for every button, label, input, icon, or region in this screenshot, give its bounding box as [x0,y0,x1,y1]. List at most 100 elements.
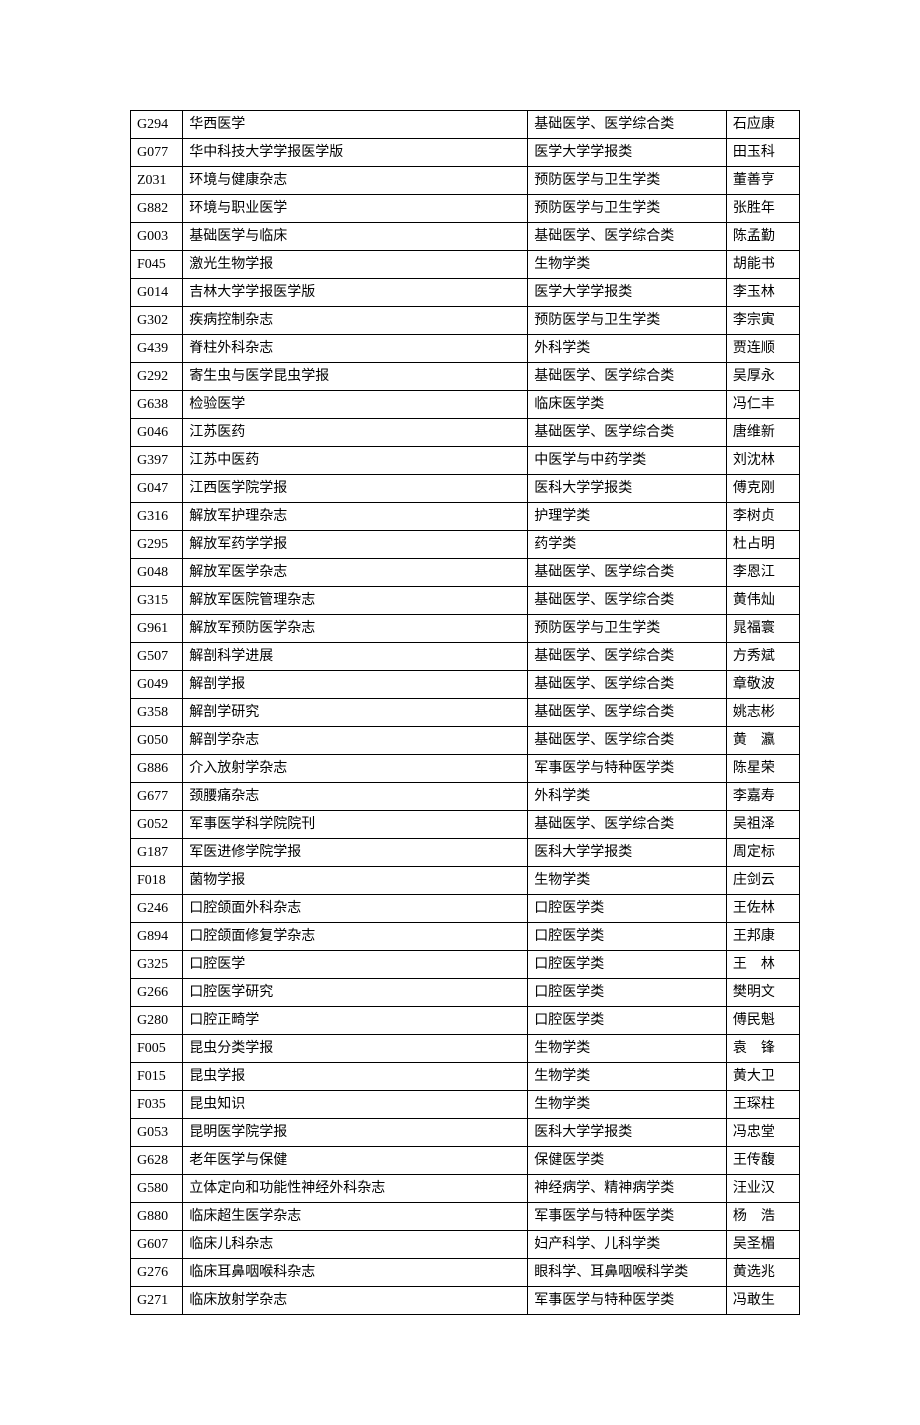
category-cell: 医学大学学报类 [528,139,727,167]
table-row: G187军医进修学院学报医科大学学报类周定标 [131,839,800,867]
table-row: G292寄生虫与医学昆虫学报基础医学、医学综合类吴厚永 [131,363,800,391]
editor-cell: 黄大卫 [726,1063,799,1091]
title-cell: 解放军医学杂志 [183,559,528,587]
title-cell: 临床耳鼻咽喉科杂志 [183,1259,528,1287]
table-row: G677颈腰痛杂志外科学类李嘉寿 [131,783,800,811]
page-container: G294华西医学基础医学、医学综合类石应康G077华中科技大学学报医学版医学大学… [0,0,920,1425]
category-cell: 医科大学学报类 [528,1119,727,1147]
title-cell: 环境与健康杂志 [183,167,528,195]
table-row: F015昆虫学报生物学类黄大卫 [131,1063,800,1091]
editor-cell: 樊明文 [726,979,799,1007]
category-cell: 临床医学类 [528,391,727,419]
category-cell: 预防医学与卫生学类 [528,615,727,643]
table-row: G050解剖学杂志基础医学、医学综合类黄 瀛 [131,727,800,755]
editor-cell: 李玉林 [726,279,799,307]
editor-cell: 陈星荣 [726,755,799,783]
category-cell: 生物学类 [528,1063,727,1091]
table-row: G280口腔正畸学口腔医学类傅民魁 [131,1007,800,1035]
code-cell: G049 [131,671,183,699]
table-row: G049解剖学报基础医学、医学综合类章敬波 [131,671,800,699]
table-row: G880临床超生医学杂志军事医学与特种医学类杨 浩 [131,1203,800,1231]
code-cell: G280 [131,1007,183,1035]
title-cell: 菌物学报 [183,867,528,895]
table-row: G886介入放射学杂志军事医学与特种医学类陈星荣 [131,755,800,783]
category-cell: 基础医学、医学综合类 [528,811,727,839]
editor-cell: 李恩江 [726,559,799,587]
editor-cell: 陈孟勤 [726,223,799,251]
category-cell: 军事医学与特种医学类 [528,1287,727,1315]
editor-cell: 杨 浩 [726,1203,799,1231]
table-row: G894口腔颌面修复学杂志口腔医学类王邦康 [131,923,800,951]
title-cell: 解放军预防医学杂志 [183,615,528,643]
code-cell: G046 [131,419,183,447]
table-row: F005昆虫分类学报生物学类袁 锋 [131,1035,800,1063]
category-cell: 基础医学、医学综合类 [528,559,727,587]
title-cell: 军事医学科学院院刊 [183,811,528,839]
table-row: F035昆虫知识生物学类王琛柱 [131,1091,800,1119]
title-cell: 检验医学 [183,391,528,419]
editor-cell: 方秀斌 [726,643,799,671]
editor-cell: 汪业汉 [726,1175,799,1203]
title-cell: 口腔医学 [183,951,528,979]
editor-cell: 冯敢生 [726,1287,799,1315]
editor-cell: 傅克刚 [726,475,799,503]
table-row: G397江苏中医药中医学与中药学类刘沈林 [131,447,800,475]
title-cell: 华西医学 [183,111,528,139]
category-cell: 护理学类 [528,503,727,531]
category-cell: 药学类 [528,531,727,559]
category-cell: 基础医学、医学综合类 [528,727,727,755]
code-cell: F005 [131,1035,183,1063]
editor-cell: 黄选兆 [726,1259,799,1287]
editor-cell: 唐维新 [726,419,799,447]
code-cell: G961 [131,615,183,643]
title-cell: 口腔医学研究 [183,979,528,1007]
table-row: G246口腔颌面外科杂志口腔医学类王佐林 [131,895,800,923]
editor-cell: 黄 瀛 [726,727,799,755]
code-cell: G052 [131,811,183,839]
code-cell: G295 [131,531,183,559]
table-row: G294华西医学基础医学、医学综合类石应康 [131,111,800,139]
title-cell: 临床放射学杂志 [183,1287,528,1315]
editor-cell: 王 林 [726,951,799,979]
category-cell: 口腔医学类 [528,951,727,979]
editor-cell: 贾连顺 [726,335,799,363]
title-cell: 昆虫学报 [183,1063,528,1091]
category-cell: 保健医学类 [528,1147,727,1175]
category-cell: 生物学类 [528,1091,727,1119]
table-row: G271临床放射学杂志军事医学与特种医学类冯敢生 [131,1287,800,1315]
category-cell: 基础医学、医学综合类 [528,587,727,615]
table-row: F018菌物学报生物学类庄剑云 [131,867,800,895]
editor-cell: 黄伟灿 [726,587,799,615]
table-row: G077华中科技大学学报医学版医学大学学报类田玉科 [131,139,800,167]
title-cell: 昆虫知识 [183,1091,528,1119]
title-cell: 激光生物学报 [183,251,528,279]
table-row: G295解放军药学学报药学类杜占明 [131,531,800,559]
title-cell: 解放军药学学报 [183,531,528,559]
category-cell: 基础医学、医学综合类 [528,419,727,447]
table-row: G266口腔医学研究口腔医学类樊明文 [131,979,800,1007]
title-cell: 解剖科学进展 [183,643,528,671]
table-row: G358解剖学研究基础医学、医学综合类姚志彬 [131,699,800,727]
table-row: G047江西医学院学报医科大学学报类傅克刚 [131,475,800,503]
table-row: G507解剖科学进展基础医学、医学综合类方秀斌 [131,643,800,671]
editor-cell: 吴厚永 [726,363,799,391]
code-cell: G886 [131,755,183,783]
code-cell: G882 [131,195,183,223]
code-cell: F035 [131,1091,183,1119]
table-row: G053昆明医学院学报医科大学学报类冯忠堂 [131,1119,800,1147]
category-cell: 眼科学、耳鼻咽喉科学类 [528,1259,727,1287]
code-cell: G246 [131,895,183,923]
title-cell: 疾病控制杂志 [183,307,528,335]
editor-cell: 姚志彬 [726,699,799,727]
code-cell: G628 [131,1147,183,1175]
category-cell: 医科大学学报类 [528,839,727,867]
title-cell: 吉林大学学报医学版 [183,279,528,307]
title-cell: 解剖学研究 [183,699,528,727]
table-body: G294华西医学基础医学、医学综合类石应康G077华中科技大学学报医学版医学大学… [131,111,800,1315]
table-row: G014吉林大学学报医学版医学大学学报类李玉林 [131,279,800,307]
table-row: G439脊柱外科杂志外科学类贾连顺 [131,335,800,363]
code-cell: G358 [131,699,183,727]
editor-cell: 石应康 [726,111,799,139]
category-cell: 预防医学与卫生学类 [528,167,727,195]
table-row: G316解放军护理杂志护理学类李树贞 [131,503,800,531]
